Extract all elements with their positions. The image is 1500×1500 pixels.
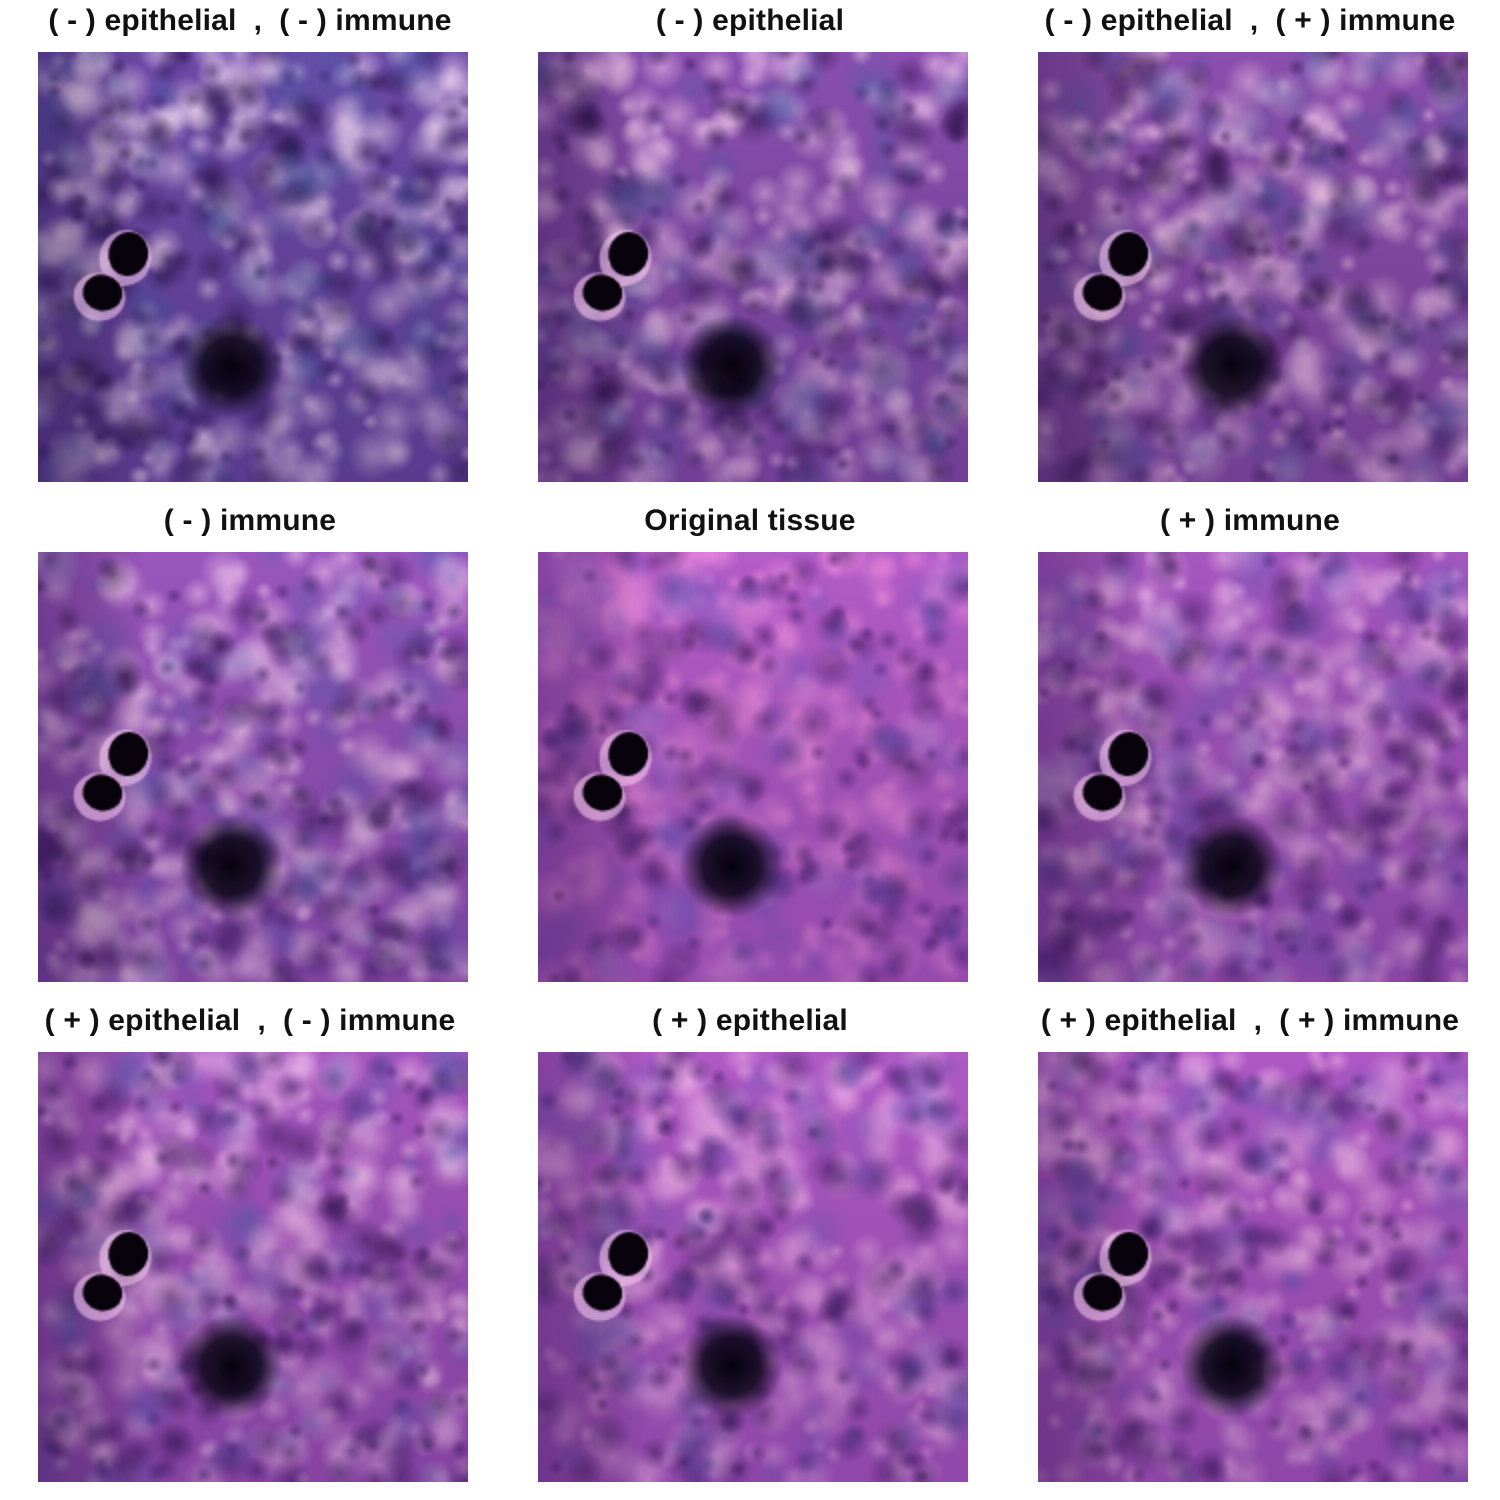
tissue-image <box>538 52 968 482</box>
panel-neg-epithelial-neg-immune: ( - ) epithelial , ( - ) immune <box>0 0 500 500</box>
panel-title: ( + ) immune <box>1000 504 1500 538</box>
panel-title: ( + ) epithelial , ( + ) immune <box>1000 1004 1500 1038</box>
tissue-image <box>1038 52 1468 482</box>
panel-pos-epithelial: ( + ) epithelial <box>500 1000 1000 1500</box>
panel-pos-epithelial-neg-immune: ( + ) epithelial , ( - ) immune <box>0 1000 500 1500</box>
panel-title: ( - ) epithelial <box>500 4 1000 38</box>
panel-title: ( - ) immune <box>0 504 500 538</box>
tissue-image <box>1038 552 1468 982</box>
panel-neg-epithelial: ( - ) epithelial <box>500 0 1000 500</box>
panel-original-tissue: Original tissue <box>500 500 1000 1000</box>
panel-title: ( - ) epithelial , ( - ) immune <box>0 4 500 38</box>
tissue-image <box>1038 1052 1468 1482</box>
tissue-image <box>38 52 468 482</box>
panel-title: ( - ) epithelial , ( + ) immune <box>1000 4 1500 38</box>
panel-neg-epithelial-pos-immune: ( - ) epithelial , ( + ) immune <box>1000 0 1500 500</box>
panel-title: ( + ) epithelial , ( - ) immune <box>0 1004 500 1038</box>
panel-pos-epithelial-pos-immune: ( + ) epithelial , ( + ) immune <box>1000 1000 1500 1500</box>
panel-neg-immune: ( - ) immune <box>0 500 500 1000</box>
panel-pos-immune: ( + ) immune <box>1000 500 1500 1000</box>
panel-title: Original tissue <box>500 504 1000 538</box>
panel-title: ( + ) epithelial <box>500 1004 1000 1038</box>
tissue-image <box>538 552 968 982</box>
tissue-image <box>38 552 468 982</box>
tissue-image <box>538 1052 968 1482</box>
tissue-image <box>38 1052 468 1482</box>
